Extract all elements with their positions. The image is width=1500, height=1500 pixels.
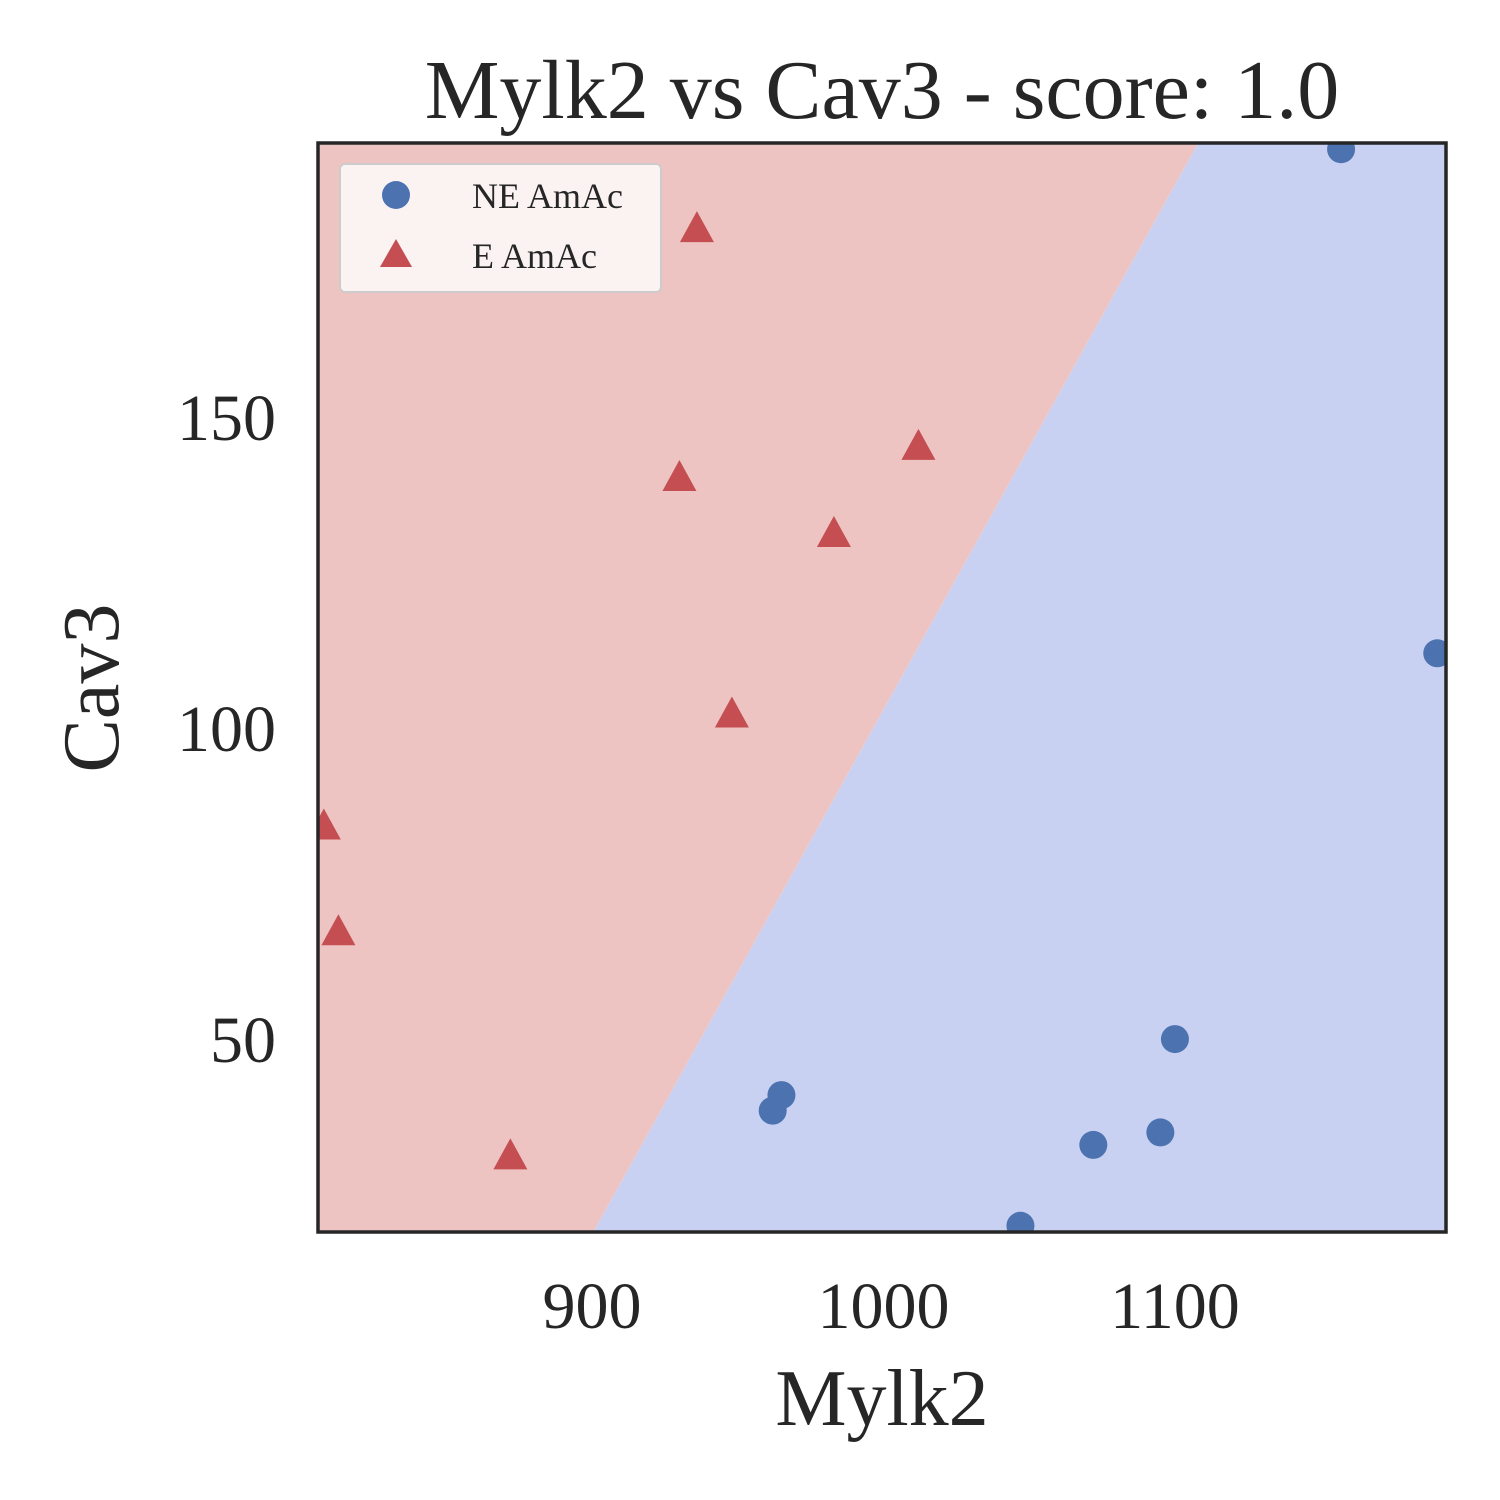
legend-label-e-amac: E AmAc: [472, 236, 597, 276]
ne-amac-point-2: [1160, 1025, 1189, 1054]
legend-marker-ne-amac: [382, 181, 410, 209]
e-amac-point-4: [714, 696, 749, 728]
legend-box: [339, 163, 662, 293]
x-tick-label-900: 900: [542, 1270, 641, 1343]
y-tick-label-150: 150: [177, 382, 276, 455]
e-amac-point-3: [816, 516, 851, 548]
e-amac-point-0: [679, 211, 714, 243]
region-ne-amac: [593, 143, 1446, 1232]
plot-area: [318, 143, 1446, 1232]
data-points: [318, 143, 1446, 1232]
ne-amac-point-4: [758, 1096, 787, 1125]
e-amac-point-1: [901, 428, 936, 460]
e-amac-point-6: [321, 914, 356, 946]
x-tick-label-1100: 1100: [1110, 1270, 1240, 1343]
legend-label-ne-amac: NE AmAc: [472, 176, 623, 216]
y-axis-label: Cav3: [48, 604, 136, 773]
chart-title: Mylk2 vs Cav3 - score: 1.0: [425, 44, 1340, 137]
y-tick-label-100: 100: [177, 693, 276, 766]
x-tick-label-1000: 1000: [817, 1270, 949, 1343]
e-amac-point-5: [318, 808, 341, 840]
region-e-amac: [318, 143, 1199, 1232]
y-tick-labels: 50 100 150: [177, 382, 276, 1077]
ne-amac-point-1: [1423, 639, 1446, 668]
legend-marker-e-amac: [380, 239, 412, 267]
ne-amac-point-5: [1079, 1130, 1108, 1159]
y-tick-label-50: 50: [210, 1004, 276, 1077]
x-tick-labels: 900 1000 1100: [542, 1270, 1239, 1343]
ne-amac-point-7: [1006, 1211, 1035, 1232]
plot-frame: [316, 141, 1448, 1234]
legend: NE AmAc E AmAc: [339, 163, 662, 293]
x-axis-label: Mylk2: [775, 1355, 988, 1443]
e-amac-point-2: [662, 460, 697, 492]
ne-amac-point-0: [1327, 143, 1356, 164]
ne-amac-point-6: [1146, 1118, 1175, 1147]
e-amac-point-7: [493, 1138, 528, 1170]
